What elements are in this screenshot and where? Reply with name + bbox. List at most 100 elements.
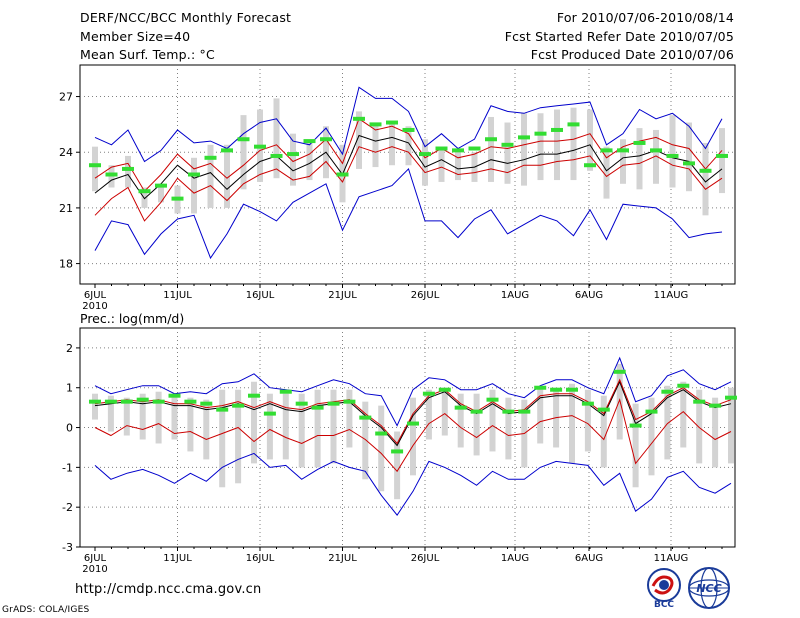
observed-marker xyxy=(613,369,626,374)
observed-marker xyxy=(136,397,149,402)
spread-box xyxy=(455,150,461,181)
observed-marker xyxy=(104,399,117,404)
spread-box xyxy=(378,405,385,492)
observed-marker xyxy=(402,127,415,132)
spread-box xyxy=(587,109,593,171)
observed-marker xyxy=(550,387,563,392)
observed-marker xyxy=(633,140,646,145)
spread-box xyxy=(219,389,226,488)
x-tick-label: 6AUG xyxy=(575,290,603,301)
spread-box xyxy=(554,109,560,181)
observed-marker xyxy=(89,163,101,168)
year-label: 2010 xyxy=(82,301,107,312)
x-tick-label: 1AUG xyxy=(501,290,529,301)
observed-marker xyxy=(216,407,229,412)
observed-marker xyxy=(221,148,233,153)
observed-marker xyxy=(645,409,658,414)
spread-box xyxy=(696,389,703,464)
spread-box xyxy=(728,387,734,464)
spread-box xyxy=(441,387,448,436)
member-size-label: Member Size=40 xyxy=(80,29,191,44)
spread-box xyxy=(669,115,676,188)
variable-label: Mean Surf. Temp.: °C xyxy=(80,47,215,62)
spread-box xyxy=(191,157,197,214)
series-line-lower-red xyxy=(94,398,732,473)
x-tick-label: 16JUL xyxy=(246,553,275,564)
x-tick-label: 6JUL xyxy=(84,290,107,301)
x-tick-label: 21JUL xyxy=(328,290,357,301)
series-line-min-blue xyxy=(94,452,732,516)
temperature-panel: 18 21 24 27 6JUL 11JUL 16JUL 21JUL 26JUL 1AUG 6AUG… xyxy=(59,64,736,312)
observed-marker xyxy=(155,183,167,188)
observed-marker xyxy=(270,153,283,158)
y-tick-label: 2 xyxy=(66,342,73,355)
x-tick-label: 26JUL xyxy=(411,553,440,564)
observed-marker xyxy=(303,139,316,144)
observed-marker xyxy=(407,421,419,426)
observed-marker xyxy=(597,407,610,412)
x-tick-label: 26JUL xyxy=(411,290,440,301)
spread-box xyxy=(410,397,416,476)
observed-marker xyxy=(518,135,530,140)
observed-marker xyxy=(327,401,340,406)
observed-marker xyxy=(184,399,197,404)
forecast-period: For 2010/07/06-2010/08/14 xyxy=(556,10,734,25)
observed-marker xyxy=(320,137,332,142)
x-tick-label: 6JUL xyxy=(84,553,107,564)
observed-marker xyxy=(709,403,722,408)
x-tick-label: 11JUL xyxy=(163,553,192,564)
y-tick-label: 27 xyxy=(59,91,73,104)
series-line-max-blue xyxy=(94,86,723,163)
y-tick-label: 24 xyxy=(59,146,73,159)
observed-marker xyxy=(152,399,165,404)
observed-marker xyxy=(122,166,134,171)
series-line-upper-red xyxy=(94,378,732,445)
y-tick-label: -2 xyxy=(62,501,73,514)
spread-box xyxy=(282,393,289,460)
ncc-logo: NCC xyxy=(688,567,730,609)
observed-marker xyxy=(725,395,737,400)
x-tick-label: 6AUG xyxy=(575,553,603,564)
observed-marker xyxy=(419,152,431,157)
x-tick-label: 21JUL xyxy=(328,553,357,564)
spread-box xyxy=(521,113,527,186)
observed-marker xyxy=(534,385,547,390)
x-tick-label: 16JUL xyxy=(246,290,275,301)
observed-marker xyxy=(650,148,662,153)
observed-marker xyxy=(359,415,372,420)
spread-box xyxy=(155,391,162,444)
spread-box xyxy=(266,393,273,460)
source-url[interactable]: http://cmdp.ncc.cma.gov.cn xyxy=(75,582,262,597)
spread-box xyxy=(203,399,210,460)
observed-marker xyxy=(551,127,563,132)
spread-box xyxy=(719,128,725,194)
spread-box xyxy=(235,389,242,484)
observed-marker xyxy=(287,152,299,157)
observed-marker xyxy=(584,163,596,168)
x-tick-label: 11JUL xyxy=(163,290,192,301)
forecast-started-date: Fcst Started Refer Date 2010/07/05 xyxy=(504,29,734,44)
series-line-min-blue xyxy=(94,167,723,260)
spread-box xyxy=(422,139,428,186)
y-tick-label: 18 xyxy=(59,258,73,271)
observed-marker xyxy=(629,423,642,428)
spread-box xyxy=(251,381,257,464)
forecast-produced-date: Fcst Produced Date 2010/07/06 xyxy=(530,47,734,62)
spread-box xyxy=(314,389,321,468)
observed-marker xyxy=(518,409,531,414)
spread-box xyxy=(584,389,591,452)
spread-box xyxy=(158,183,164,203)
spread-box xyxy=(537,113,544,181)
y-tick-label: 1 xyxy=(66,382,73,395)
y-tick-label: 21 xyxy=(59,202,73,215)
spread-box xyxy=(438,146,445,182)
y-tick-label: 0 xyxy=(66,422,73,435)
observed-marker xyxy=(254,144,266,149)
observed-marker xyxy=(566,387,578,392)
spread-box xyxy=(290,133,296,186)
spread-box xyxy=(425,389,432,440)
spread-box xyxy=(394,431,401,500)
bcc-logo-text: BCC xyxy=(654,600,674,608)
